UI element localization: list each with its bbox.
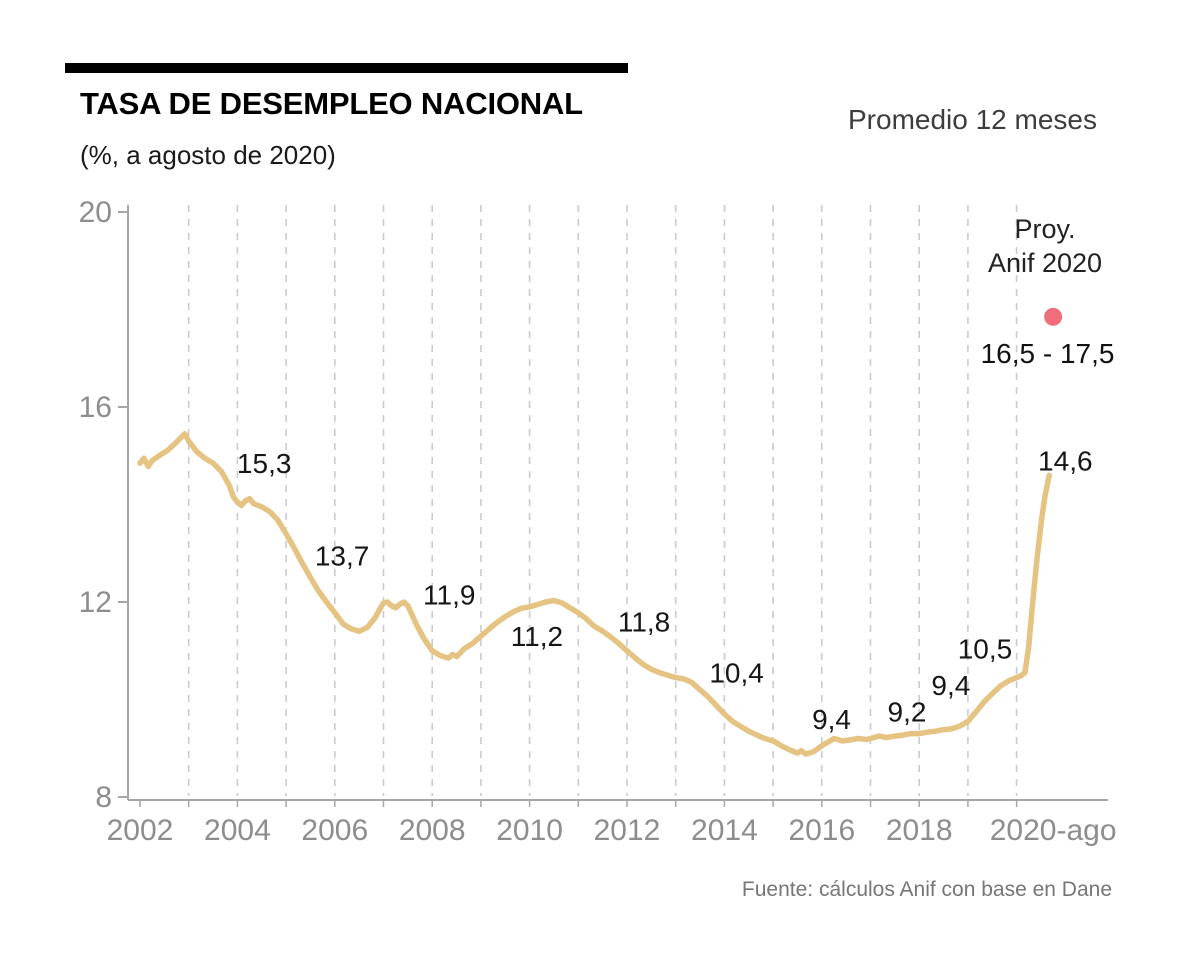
value-label: 10,4 <box>709 658 764 689</box>
value-label: 9,4 <box>812 704 851 735</box>
projection-label-line2: Anif 2020 <box>987 248 1103 278</box>
value-label: 11,2 <box>511 621 563 652</box>
value-label: 11,9 <box>423 580 475 611</box>
y-tick-label: 8 <box>95 781 112 814</box>
unemployment-line <box>137 431 1052 757</box>
x-tick-label: 2008 <box>399 814 466 847</box>
chart-title: TASA DE DESEMPLEO NACIONAL <box>80 86 583 121</box>
projection-range: 16,5 - 17,5 <box>980 338 1115 369</box>
projection-label-line1: Proy. <box>1014 214 1076 244</box>
x-tick-label: 2010 <box>496 814 563 847</box>
y-tick-label: 20 <box>79 196 112 229</box>
value-label: 9,4 <box>931 670 970 701</box>
projection-label: Proy. Anif 2020 <box>955 212 1135 280</box>
value-label: 15,3 <box>237 448 292 479</box>
y-tick-label: 12 <box>79 586 112 619</box>
x-tick-label: 2020-ago <box>990 814 1117 847</box>
value-label: 10,5 <box>958 633 1013 664</box>
x-tick-label: 2002 <box>107 814 174 847</box>
value-label: 11,8 <box>618 607 670 638</box>
projection-dot <box>1044 307 1063 326</box>
title-accent-bar <box>65 63 628 73</box>
x-tick-label: 2006 <box>301 814 368 847</box>
chart-subtitle: (%, a agosto de 2020) <box>80 140 336 170</box>
value-label: 13,7 <box>315 541 370 572</box>
x-tick-label: 2014 <box>691 814 758 847</box>
x-tick-label: 2016 <box>788 814 855 847</box>
value-label: 14,6 <box>1038 446 1093 477</box>
x-tick-label: 2012 <box>594 814 661 847</box>
x-tick-label: 2004 <box>204 814 271 847</box>
value-label: 9,2 <box>888 697 927 728</box>
source-note: Fuente: cálculos Anif con base en Dane <box>741 878 1112 901</box>
x-tick-label: 2018 <box>886 814 953 847</box>
y-tick-label: 16 <box>79 391 112 424</box>
series-legend: Promedio 12 meses <box>848 104 1098 135</box>
